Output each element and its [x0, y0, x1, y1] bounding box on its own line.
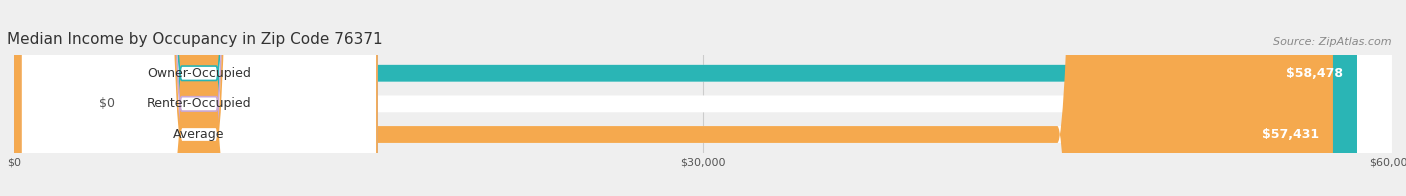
Text: Median Income by Occupancy in Zip Code 76371: Median Income by Occupancy in Zip Code 7… — [7, 32, 382, 47]
Text: $58,478: $58,478 — [1286, 67, 1343, 80]
Text: $0: $0 — [98, 97, 115, 110]
FancyBboxPatch shape — [14, 0, 72, 196]
FancyBboxPatch shape — [21, 0, 377, 196]
FancyBboxPatch shape — [14, 0, 1392, 196]
FancyBboxPatch shape — [14, 0, 1392, 196]
Text: Average: Average — [173, 128, 225, 141]
FancyBboxPatch shape — [14, 0, 1357, 196]
FancyBboxPatch shape — [21, 0, 377, 196]
Text: $57,431: $57,431 — [1263, 128, 1319, 141]
Text: Source: ZipAtlas.com: Source: ZipAtlas.com — [1274, 37, 1392, 47]
FancyBboxPatch shape — [14, 0, 1333, 196]
Text: Renter-Occupied: Renter-Occupied — [146, 97, 252, 110]
FancyBboxPatch shape — [21, 0, 377, 196]
FancyBboxPatch shape — [14, 0, 1392, 196]
Text: Owner-Occupied: Owner-Occupied — [148, 67, 250, 80]
